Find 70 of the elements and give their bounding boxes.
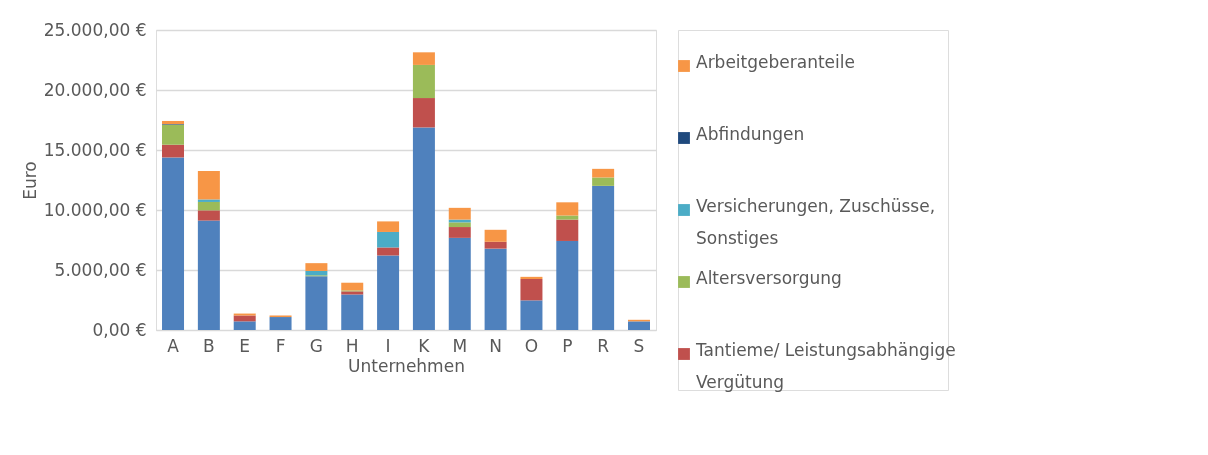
y-tick-label: 0,00 € bbox=[92, 319, 147, 340]
bar bbox=[197, 210, 220, 221]
bar bbox=[627, 321, 650, 330]
bar bbox=[305, 270, 328, 276]
x-tick-label: K bbox=[418, 335, 431, 356]
bar bbox=[556, 240, 579, 330]
x-tick-label: M bbox=[452, 335, 468, 356]
bar bbox=[412, 64, 435, 99]
bar bbox=[377, 255, 400, 330]
bar bbox=[520, 279, 543, 301]
bar bbox=[233, 321, 256, 330]
bar bbox=[197, 201, 220, 211]
x-tick-label: G bbox=[309, 335, 323, 356]
bar bbox=[448, 237, 471, 330]
bar bbox=[592, 177, 615, 186]
x-tick-label: A bbox=[167, 335, 180, 356]
bar bbox=[305, 263, 328, 271]
bar bbox=[341, 294, 364, 330]
legend-label: Altersversorgung bbox=[696, 268, 842, 288]
bar bbox=[341, 282, 364, 291]
x-tick-label: N bbox=[489, 335, 502, 356]
x-tick-label: S bbox=[633, 335, 645, 356]
bar bbox=[592, 185, 615, 330]
x-tick-label: R bbox=[597, 335, 610, 356]
bar bbox=[592, 168, 615, 178]
legend-label: Versicherungen, Zuschüsse, Sonstiges bbox=[696, 196, 936, 248]
x-tick-label: F bbox=[275, 335, 286, 356]
x-tick-label: P bbox=[562, 335, 573, 356]
bar bbox=[484, 229, 507, 242]
bar bbox=[412, 98, 435, 128]
bar bbox=[233, 315, 256, 322]
bar bbox=[162, 124, 185, 145]
x-tick-label: H bbox=[345, 335, 359, 356]
bar bbox=[162, 120, 185, 125]
bar bbox=[162, 144, 185, 158]
y-axis-title: Euro bbox=[19, 161, 40, 200]
bar bbox=[305, 276, 328, 330]
y-tick-label: 10.000,00 € bbox=[43, 199, 147, 220]
bar bbox=[520, 300, 543, 330]
bar bbox=[448, 207, 471, 220]
bar bbox=[269, 317, 292, 330]
x-tick-label: I bbox=[385, 335, 391, 356]
bar bbox=[162, 157, 185, 330]
legend-label: Arbeitgeberanteile bbox=[696, 52, 855, 72]
x-tick-label: O bbox=[524, 335, 539, 356]
x-tick-label: B bbox=[203, 335, 215, 356]
bar bbox=[197, 171, 220, 200]
bar bbox=[412, 127, 435, 330]
bar bbox=[377, 231, 400, 248]
bar bbox=[556, 219, 579, 241]
y-tick-label: 5.000,00 € bbox=[54, 259, 147, 280]
bar bbox=[556, 202, 579, 216]
bar bbox=[197, 220, 220, 330]
x-axis-title: Unternehmen bbox=[348, 355, 465, 376]
bar bbox=[448, 227, 471, 238]
legend-label: Tantieme/ Leistungsabhängige Vergütung bbox=[695, 340, 956, 392]
bar bbox=[484, 241, 507, 249]
y-tick-label: 20.000,00 € bbox=[43, 79, 147, 100]
bar bbox=[377, 247, 400, 256]
bar bbox=[484, 248, 507, 330]
bar bbox=[412, 52, 435, 65]
bar bbox=[448, 222, 471, 228]
bar bbox=[377, 221, 400, 232]
bar bbox=[556, 215, 579, 220]
bar bbox=[520, 276, 543, 279]
y-tick-label: 25.000,00 € bbox=[43, 19, 147, 40]
bar bbox=[197, 199, 220, 202]
legend-label: Abfindungen bbox=[696, 124, 805, 144]
y-tick-label: 15.000,00 € bbox=[43, 139, 147, 160]
x-tick-label: E bbox=[239, 335, 251, 356]
